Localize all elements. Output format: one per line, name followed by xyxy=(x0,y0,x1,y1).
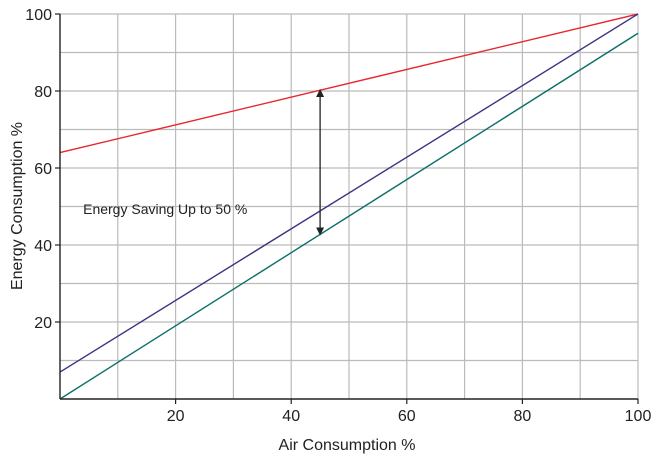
x-tick-label: 40 xyxy=(282,408,300,425)
x-tick-label: 100 xyxy=(625,408,652,425)
series-line xyxy=(59,32,639,400)
series-line xyxy=(59,13,639,154)
series-line xyxy=(59,13,639,373)
grid xyxy=(60,13,639,399)
annotation: Energy Saving Up to 50 % xyxy=(83,89,325,236)
x-tick-label: 20 xyxy=(167,408,185,425)
y-axis-title: Energy Consumption % xyxy=(9,122,26,290)
x-axis-title: Air Consumption % xyxy=(279,437,416,454)
series-lines xyxy=(59,13,639,400)
y-tick-label: 100 xyxy=(25,7,52,24)
y-tick-label: 80 xyxy=(34,84,52,101)
y-tick-label: 60 xyxy=(34,161,52,178)
tick-labels: 20 40 60 80 100 20 40 60 80 100 xyxy=(25,7,651,425)
y-tick-label: 40 xyxy=(34,238,52,255)
annotation-text: Energy Saving Up to 50 % xyxy=(83,201,247,217)
x-tick-label: 60 xyxy=(398,408,416,425)
y-tick-label: 20 xyxy=(34,315,52,332)
axes xyxy=(55,13,639,404)
x-tick-label: 80 xyxy=(514,408,532,425)
